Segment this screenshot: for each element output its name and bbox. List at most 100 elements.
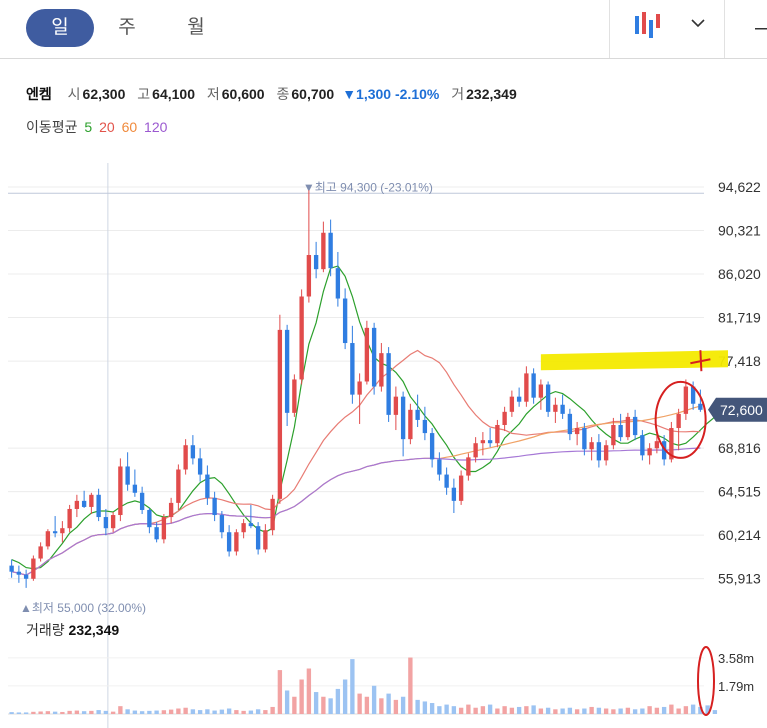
volume-bar[interactable] xyxy=(531,705,536,714)
candle[interactable] xyxy=(321,232,326,270)
volume-bar[interactable] xyxy=(690,704,696,714)
volume-bar[interactable] xyxy=(466,704,471,714)
candlestick-icon[interactable] xyxy=(633,10,663,40)
candle[interactable] xyxy=(618,424,623,438)
candle[interactable] xyxy=(509,396,515,412)
candle[interactable] xyxy=(67,508,72,529)
volume-bar[interactable] xyxy=(263,710,268,714)
candle[interactable] xyxy=(574,428,580,435)
candle[interactable] xyxy=(284,329,290,413)
ma-5-label[interactable]: 5 xyxy=(84,119,93,135)
volume-bar[interactable] xyxy=(335,688,341,714)
volume-bar[interactable] xyxy=(313,692,319,714)
volume-bar[interactable] xyxy=(212,710,217,714)
candle[interactable] xyxy=(139,492,145,510)
volume-bar[interactable] xyxy=(81,711,87,714)
volume-bar[interactable] xyxy=(299,679,304,715)
volume-bar[interactable] xyxy=(516,706,522,714)
candle[interactable] xyxy=(313,255,319,270)
candle[interactable] xyxy=(502,411,507,425)
volume-bar[interactable] xyxy=(139,711,145,714)
candle[interactable] xyxy=(328,232,333,269)
candle[interactable] xyxy=(364,327,370,382)
volume-bar[interactable] xyxy=(248,710,254,714)
volume-bar[interactable] xyxy=(161,710,167,714)
volume-bar[interactable] xyxy=(596,707,602,714)
volume-bar[interactable] xyxy=(205,709,210,714)
candle[interactable] xyxy=(473,443,478,458)
volume-bar[interactable] xyxy=(611,709,616,714)
candle[interactable] xyxy=(96,494,101,518)
candle[interactable] xyxy=(197,458,203,475)
volume-bar[interactable] xyxy=(67,710,72,714)
candle[interactable] xyxy=(335,268,341,299)
candle[interactable] xyxy=(168,502,174,518)
tab-monthly[interactable]: 월 xyxy=(187,17,205,38)
volume-bar[interactable] xyxy=(429,703,435,714)
volume-bar[interactable] xyxy=(183,707,188,714)
candle[interactable] xyxy=(553,404,558,412)
volume-bar[interactable] xyxy=(560,708,565,714)
candle[interactable] xyxy=(654,441,660,449)
volume-bar[interactable] xyxy=(74,710,80,714)
volume-bar[interactable] xyxy=(306,668,312,714)
candle[interactable] xyxy=(110,515,116,529)
volume-bar[interactable] xyxy=(132,710,138,714)
candle[interactable] xyxy=(226,532,232,552)
candle[interactable] xyxy=(350,343,355,395)
volume-bar[interactable] xyxy=(502,706,507,714)
volume-bar[interactable] xyxy=(147,710,152,714)
candle[interactable] xyxy=(560,404,565,414)
volume-bar[interactable] xyxy=(480,706,486,714)
tab-daily[interactable]: 일 xyxy=(26,9,94,47)
volume-bar[interactable] xyxy=(683,706,689,714)
volume-bar[interactable] xyxy=(524,706,529,714)
candle[interactable] xyxy=(161,517,167,540)
volume-bar[interactable] xyxy=(458,707,464,714)
volume-bar[interactable] xyxy=(371,685,377,714)
candle[interactable] xyxy=(183,445,188,470)
volume-bar[interactable] xyxy=(415,699,420,714)
candle[interactable] xyxy=(234,532,239,552)
candle[interactable] xyxy=(661,441,667,460)
volume-bar[interactable] xyxy=(277,670,283,714)
volume-bar[interactable] xyxy=(9,712,14,714)
candle[interactable] xyxy=(400,396,406,440)
volume-bar[interactable] xyxy=(698,706,703,714)
candle[interactable] xyxy=(611,424,616,446)
candle[interactable] xyxy=(603,445,609,461)
candle[interactable] xyxy=(451,487,457,501)
volume-bar[interactable] xyxy=(270,706,275,714)
candle[interactable] xyxy=(31,558,36,579)
chevron-down-icon[interactable] xyxy=(691,18,705,28)
volume-bar[interactable] xyxy=(38,711,43,714)
candle[interactable] xyxy=(393,396,399,415)
volume-bar[interactable] xyxy=(444,704,449,714)
candle[interactable] xyxy=(647,448,652,456)
volume-bar[interactable] xyxy=(379,698,384,714)
volume-bar[interactable] xyxy=(669,704,674,714)
candle[interactable] xyxy=(458,475,464,501)
volume-bar[interactable] xyxy=(118,706,123,714)
volume-bar[interactable] xyxy=(31,711,36,714)
ma-120-label[interactable]: 120 xyxy=(144,119,168,135)
volume-bar[interactable] xyxy=(176,708,181,714)
volume-bar[interactable] xyxy=(103,710,109,714)
volume-bar[interactable] xyxy=(52,711,58,714)
volume-bar[interactable] xyxy=(393,699,399,714)
volume-bar[interactable] xyxy=(654,707,660,714)
volume-bar[interactable] xyxy=(89,710,94,714)
volume-bar[interactable] xyxy=(96,710,101,714)
volume-bar[interactable] xyxy=(618,708,623,714)
candle[interactable] xyxy=(132,484,138,493)
candle[interactable] xyxy=(444,474,449,488)
candle[interactable] xyxy=(408,409,413,440)
volume-bar[interactable] xyxy=(705,705,710,714)
candle[interactable] xyxy=(103,517,109,529)
volume-bar[interactable] xyxy=(408,657,413,714)
volume-bar[interactable] xyxy=(23,712,29,714)
candle[interactable] xyxy=(190,445,196,459)
candle[interactable] xyxy=(89,494,94,507)
candle[interactable] xyxy=(582,428,587,450)
